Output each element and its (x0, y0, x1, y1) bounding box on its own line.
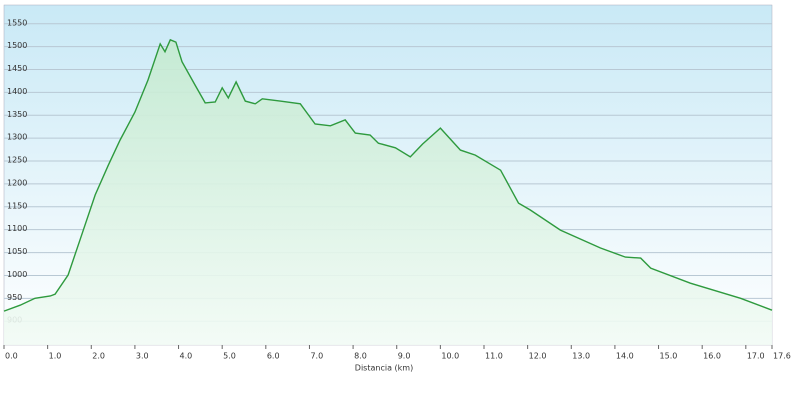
y-tick-label: 1250 (7, 156, 27, 165)
y-tick-label: 1100 (7, 224, 27, 233)
y-tick-label: 1050 (7, 247, 27, 256)
area-fill (4, 39, 772, 346)
x-tick-label: 7.0 (310, 352, 323, 361)
x-tick-label: 11.0 (485, 352, 503, 361)
y-tick-label: 1400 (7, 87, 27, 96)
x-tick-label: 4.0 (180, 352, 193, 361)
y-tick-label: 1000 (7, 270, 27, 279)
x-axis-label: Distancia (km) (355, 364, 413, 373)
x-tick-label: 16.0 (703, 352, 721, 361)
x-tick-label: 6.0 (267, 352, 280, 361)
x-tick-label: 1.0 (49, 352, 62, 361)
y-tick-label: 1200 (7, 178, 27, 187)
x-tick-label: 10.0 (441, 352, 459, 361)
x-tick-label: 9.0 (398, 352, 411, 361)
x-tick-label: 12.0 (529, 352, 547, 361)
x-tick-label: 13.0 (572, 352, 590, 361)
x-tick-label: 14.0 (616, 352, 634, 361)
y-tick-label: 1150 (7, 201, 27, 210)
x-tick-label: 3.0 (136, 352, 149, 361)
x-tick-label: 2.0 (92, 352, 105, 361)
x-tick-label: 15.0 (660, 352, 678, 361)
x-tick-label: 8.0 (354, 352, 367, 361)
y-tick-label: 1550 (7, 18, 27, 27)
y-tick-label: 1500 (7, 41, 27, 50)
y-tick-label: 1350 (7, 110, 27, 119)
x-tick-label: 0.0 (5, 352, 18, 361)
y-tick-label: 950 (7, 293, 22, 302)
y-tick-label: 1300 (7, 133, 27, 142)
x-tick-label: 17.0 (747, 352, 765, 361)
y-tick-label: 1450 (7, 64, 27, 73)
x-tick-label: 5.0 (223, 352, 236, 361)
x-tick-label: 17.6 (773, 352, 791, 361)
elevation-line (3, 38, 773, 312)
